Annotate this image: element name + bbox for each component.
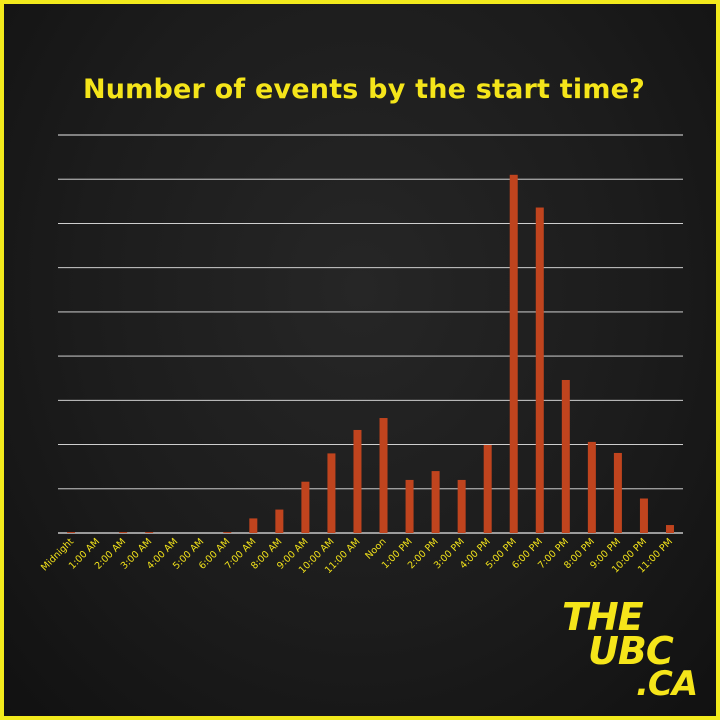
bar <box>327 453 336 533</box>
bar <box>587 441 596 533</box>
bar <box>665 525 674 533</box>
bar <box>457 479 466 533</box>
logo-line-1: THE <box>562 595 644 639</box>
logo-line-2: UBC <box>588 629 674 673</box>
bar <box>249 518 258 533</box>
bar <box>275 509 284 533</box>
bar <box>67 532 76 533</box>
bar <box>431 471 440 533</box>
bar <box>535 207 544 533</box>
bar <box>145 532 154 533</box>
bar <box>405 479 414 533</box>
bar <box>353 429 362 533</box>
bar <box>639 498 648 533</box>
bar <box>301 481 310 533</box>
bar <box>561 379 570 533</box>
theubc-logo: THE UBC .CA <box>562 598 702 704</box>
chart-title: Number of events by the start time? <box>82 74 646 105</box>
bar <box>509 174 518 534</box>
bar <box>379 418 388 533</box>
bar <box>613 452 622 533</box>
bar <box>483 444 492 533</box>
logo-line-3: .CA <box>636 664 698 704</box>
bar <box>223 532 232 533</box>
bar <box>119 532 128 533</box>
